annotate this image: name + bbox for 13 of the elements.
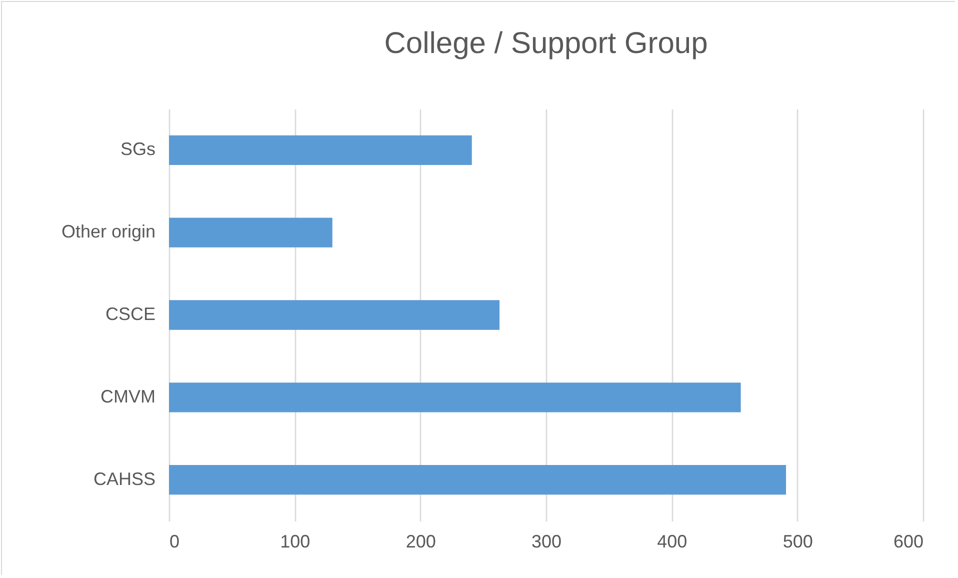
x-tick-label: 300 [531,532,562,552]
chart-title: College / Support Group [384,27,708,60]
x-tick-label: 500 [782,532,813,552]
x-tick-label: 600 [893,532,924,552]
y-tick-label: SGs [120,139,156,160]
x-tick-label: 100 [280,532,310,552]
y-tick-label: CAHSS [93,468,156,489]
y-tick-label: Other origin [61,222,156,242]
y-tick-label: CSCE [105,304,156,324]
y-tick-label: CMVM [100,386,156,406]
x-tick-label: 0 [170,532,180,552]
x-tick-label: 200 [406,532,436,552]
x-tick-label: 400 [657,532,688,552]
